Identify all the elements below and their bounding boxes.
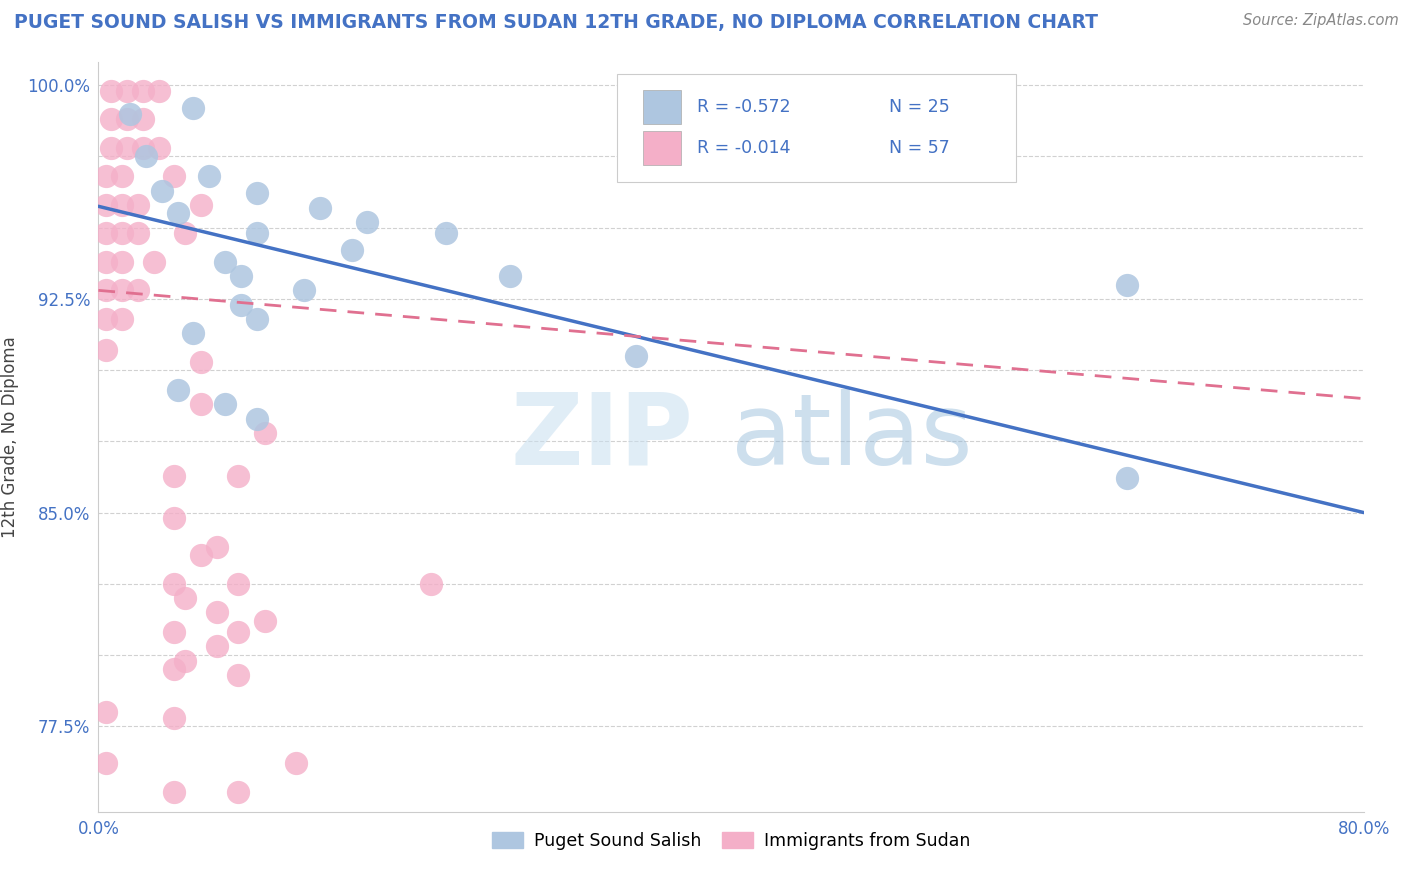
Point xyxy=(226,468,249,483)
Point xyxy=(150,184,173,198)
Point xyxy=(142,255,165,269)
Point xyxy=(132,141,155,155)
Point xyxy=(174,654,197,668)
Point xyxy=(246,311,269,326)
Point xyxy=(111,311,134,326)
Point xyxy=(214,255,236,269)
Text: R = -0.014: R = -0.014 xyxy=(697,139,790,157)
Point xyxy=(226,576,249,591)
Point xyxy=(229,297,252,311)
Text: Source: ZipAtlas.com: Source: ZipAtlas.com xyxy=(1243,13,1399,29)
Point xyxy=(246,227,269,241)
Point xyxy=(205,640,228,654)
Point xyxy=(163,662,186,676)
Point xyxy=(246,411,269,425)
Point xyxy=(190,198,212,212)
Point xyxy=(115,112,138,127)
Point xyxy=(183,101,205,115)
Point xyxy=(163,576,186,591)
Point xyxy=(190,549,212,563)
Text: atlas: atlas xyxy=(731,389,973,485)
Point xyxy=(127,284,149,298)
Point xyxy=(115,84,138,98)
Point xyxy=(96,311,118,326)
Point xyxy=(135,149,157,163)
Point xyxy=(174,591,197,605)
Y-axis label: 12th Grade, No Diploma: 12th Grade, No Diploma xyxy=(1,336,18,538)
Point xyxy=(246,186,269,201)
Point xyxy=(163,511,186,525)
Point xyxy=(205,540,228,554)
Point xyxy=(96,255,118,269)
Point xyxy=(100,141,122,155)
Point xyxy=(111,255,134,269)
Point xyxy=(111,169,134,184)
Point xyxy=(163,468,186,483)
Point xyxy=(96,169,118,184)
Text: N = 57: N = 57 xyxy=(889,139,950,157)
Point xyxy=(190,397,212,411)
Point xyxy=(183,326,205,340)
Point xyxy=(96,343,118,358)
Point xyxy=(498,269,520,284)
Text: R = -0.572: R = -0.572 xyxy=(697,98,790,116)
Point xyxy=(96,756,118,771)
Point xyxy=(419,576,441,591)
Point xyxy=(624,349,647,363)
Point xyxy=(120,106,141,120)
Point xyxy=(309,201,332,215)
Point xyxy=(163,169,186,184)
FancyBboxPatch shape xyxy=(617,74,1015,182)
Text: N = 25: N = 25 xyxy=(889,98,950,116)
Point xyxy=(1115,277,1137,292)
Point xyxy=(205,605,228,619)
Point xyxy=(229,269,252,284)
Point xyxy=(132,84,155,98)
Point xyxy=(163,785,186,799)
Point xyxy=(96,705,118,719)
Point xyxy=(340,244,363,258)
Point xyxy=(253,425,276,440)
Point xyxy=(226,668,249,682)
Point xyxy=(356,215,378,229)
Point xyxy=(148,84,170,98)
Point xyxy=(214,397,236,411)
Point xyxy=(100,112,122,127)
Legend: Puget Sound Salish, Immigrants from Sudan: Puget Sound Salish, Immigrants from Suda… xyxy=(485,825,977,857)
Point xyxy=(163,625,186,640)
Point xyxy=(96,198,118,212)
Point xyxy=(111,198,134,212)
Point xyxy=(111,227,134,241)
Point xyxy=(111,284,134,298)
Point xyxy=(226,625,249,640)
Point xyxy=(127,198,149,212)
Point xyxy=(127,227,149,241)
Point xyxy=(226,785,249,799)
Point xyxy=(253,614,276,628)
Bar xyxy=(643,90,681,124)
Point xyxy=(198,169,221,184)
Point xyxy=(96,227,118,241)
Text: PUGET SOUND SALISH VS IMMIGRANTS FROM SUDAN 12TH GRADE, NO DIPLOMA CORRELATION C: PUGET SOUND SALISH VS IMMIGRANTS FROM SU… xyxy=(14,13,1098,32)
Bar xyxy=(643,131,681,165)
Point xyxy=(1115,471,1137,485)
Point xyxy=(285,756,308,771)
Point xyxy=(132,112,155,127)
Point xyxy=(100,84,122,98)
Point xyxy=(166,206,188,220)
Point xyxy=(190,354,212,368)
Text: ZIP: ZIP xyxy=(510,389,693,485)
Point xyxy=(96,284,118,298)
Point xyxy=(148,141,170,155)
Point xyxy=(163,711,186,725)
Point xyxy=(436,227,458,241)
Point xyxy=(166,383,188,397)
Point xyxy=(174,227,197,241)
Point xyxy=(292,284,315,298)
Point xyxy=(115,141,138,155)
